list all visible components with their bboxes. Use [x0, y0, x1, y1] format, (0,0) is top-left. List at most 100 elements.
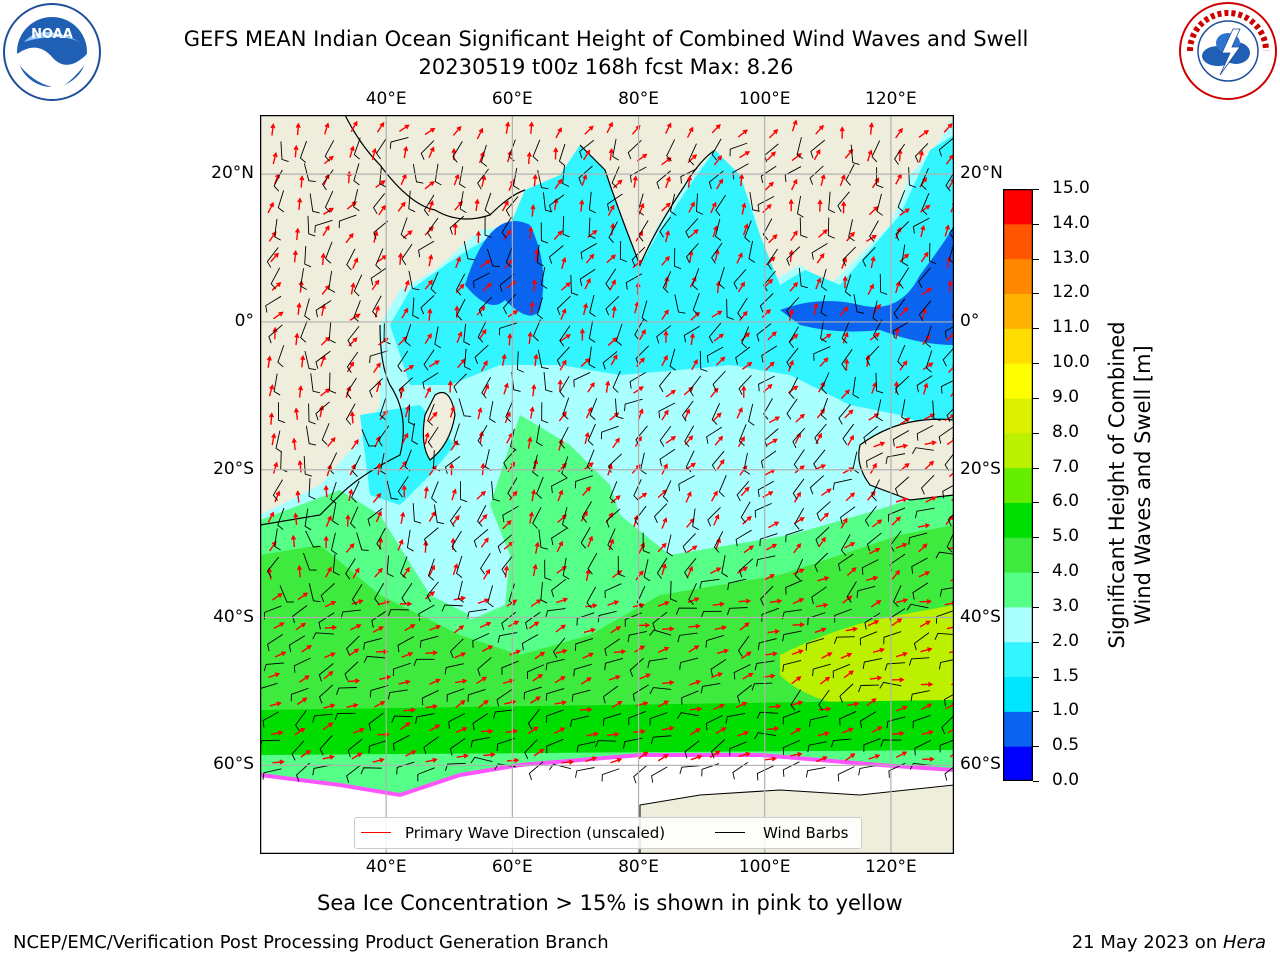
wave-arrow: [739, 173, 745, 187]
wind-barb: [792, 427, 806, 449]
wind-barb: [852, 376, 860, 399]
wave-arrow: [401, 432, 409, 445]
wind-barb: [606, 193, 623, 212]
wind-barb: [452, 141, 463, 163]
colorbar-tick-label: 1.5: [1052, 665, 1080, 686]
lat-tick-label-right: 40°S: [960, 606, 1001, 627]
wave-arrow: [918, 543, 928, 553]
colorbar: [1003, 189, 1033, 781]
wind-barb: [262, 768, 282, 780]
wind-barb: [788, 326, 799, 348]
nws-logo: [1179, 2, 1277, 100]
wind-barb: [324, 140, 335, 162]
wave-arrow: [665, 389, 677, 398]
colorbar-tick-mark: [1033, 258, 1039, 260]
wave-arrow: [714, 435, 724, 446]
colorbar-swatch: [1003, 606, 1033, 643]
wave-arrow: [716, 459, 725, 470]
wind-barb: [273, 169, 283, 192]
wind-barb: [760, 165, 777, 184]
wind-barb: [670, 580, 678, 603]
wind-barb: [737, 297, 748, 320]
wind-barb: [699, 578, 720, 589]
wind-barb: [845, 164, 855, 186]
sea-ice-caption: Sea Ice Concentration > 15% is shown in …: [317, 891, 903, 915]
wave-arrow: [867, 283, 874, 295]
wave-arrow: [716, 648, 730, 655]
wave-arrow: [455, 727, 468, 734]
lon-tick-label-top: 100°E: [738, 89, 791, 109]
wave-arrow: [271, 432, 277, 446]
wave-arrow: [711, 124, 721, 134]
wind-barb: [305, 530, 321, 548]
wave-arrow: [737, 281, 746, 293]
wind-barb: [652, 611, 668, 630]
colorbar-tick-mark: [1033, 363, 1039, 365]
wind-barb: [782, 659, 802, 672]
wind-barb: [735, 529, 752, 547]
wind-barb: [423, 349, 435, 371]
coastline-india: [579, 144, 716, 267]
wave-arrow: [739, 151, 751, 159]
wave-arrow: [299, 675, 310, 683]
wind-barb: [497, 534, 513, 554]
wave-arrow: [818, 229, 828, 238]
wave-arrow: [661, 255, 670, 266]
wind-barb: [379, 397, 387, 420]
wind-barb: [556, 346, 570, 367]
wind-barb: [866, 532, 882, 552]
wave-arrow: [711, 672, 723, 679]
wind-barb: [502, 505, 519, 523]
wind-barb: [272, 479, 283, 501]
wind-barb: [325, 241, 333, 264]
wind-barb: [897, 344, 906, 367]
wind-barb: [837, 766, 855, 782]
wave-arrow: [892, 677, 905, 683]
wave-arrow: [918, 150, 924, 163]
wind-barb: [683, 325, 701, 343]
wave-arrow: [743, 545, 755, 554]
wave-arrow: [401, 307, 409, 319]
wind-barb: [353, 274, 363, 297]
wind-barb: [743, 452, 751, 475]
colorbar-tick-mark: [1033, 293, 1039, 295]
wind-barb: [939, 739, 954, 753]
wind-barb: [653, 503, 668, 524]
wind-barb: [372, 295, 382, 318]
wind-barb: [689, 375, 702, 397]
colorbar-swatch: [1003, 432, 1033, 469]
wave-arrow: [350, 120, 358, 132]
wave-arrow: [295, 490, 301, 503]
wind-barb: [901, 244, 909, 267]
wind-barb: [386, 480, 399, 500]
wave-arrow: [605, 380, 611, 393]
wave-arrow: [663, 330, 669, 343]
colorbar-tick-label: 3.0: [1052, 595, 1080, 616]
wave-arrow: [268, 672, 281, 679]
wind-barb: [353, 300, 361, 323]
wave-arrow: [816, 253, 825, 264]
wind-barb: [458, 398, 472, 417]
wave-arrow: [561, 256, 567, 270]
wind-barb: [810, 139, 826, 159]
wind-barb: [631, 246, 646, 267]
wave-arrow: [895, 443, 909, 449]
wave-arrow: [375, 510, 382, 523]
wave-arrow: [454, 305, 460, 318]
wave-arrow: [843, 670, 854, 679]
wave-arrow: [271, 730, 284, 736]
wind-barb: [546, 738, 564, 754]
wind-barb: [453, 423, 460, 446]
wind-barb: [656, 557, 668, 579]
wave-arrow: [920, 681, 934, 687]
wind-barb: [353, 163, 360, 186]
wave-arrow: [481, 645, 494, 653]
wind-barb: [682, 533, 696, 554]
wave-arrow: [529, 406, 535, 419]
wind-barb: [735, 346, 751, 365]
wind-barb: [312, 713, 333, 723]
wind-barb: [921, 193, 930, 215]
wind-barb: [918, 300, 932, 322]
wind-barb: [814, 552, 829, 573]
wind-barb: [477, 424, 488, 447]
